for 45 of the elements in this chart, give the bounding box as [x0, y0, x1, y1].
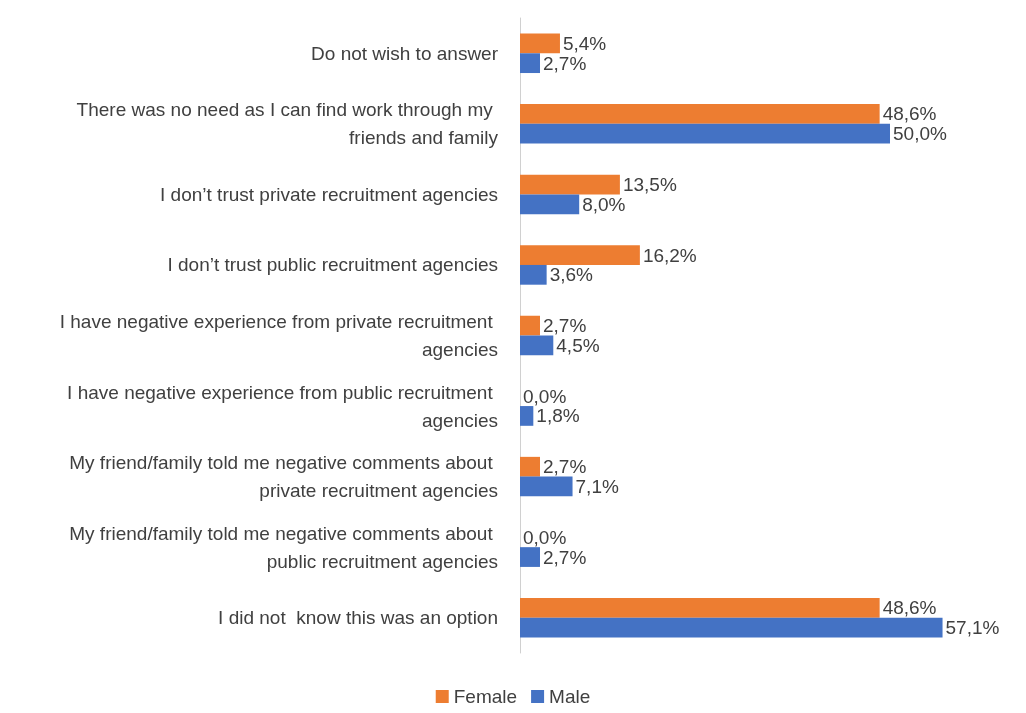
- bar: [520, 315, 540, 336]
- bar: [520, 53, 540, 74]
- y-tick-label: I have negative experience from public recruitment agencies: [67, 381, 498, 431]
- bar: [520, 194, 580, 215]
- data-label: 7,1%: [575, 475, 619, 497]
- data-label: 0,0%: [523, 385, 567, 407]
- bar: [520, 33, 560, 54]
- legend-label: Female: [453, 686, 518, 707]
- data-label: 48,6%: [882, 103, 937, 125]
- data-label: 3,6%: [549, 264, 594, 286]
- y-tick-label: I don’t trust public recruitment agencies: [167, 254, 498, 276]
- y-tick-label: My friend/family told me negative comments about private recruitment agencies: [69, 452, 498, 502]
- y-tick-label: Do not wish to answer: [311, 42, 499, 64]
- data-label: 16,2%: [642, 244, 697, 266]
- data-label: 0,0%: [523, 526, 567, 548]
- bar: [520, 335, 554, 356]
- data-label: 8,0%: [582, 193, 626, 215]
- bar: [520, 476, 573, 497]
- bar: [520, 547, 540, 567]
- y-tick-label: I did not know this was an option: [218, 607, 498, 629]
- bar: [520, 123, 890, 144]
- data-label: 48,6%: [882, 597, 937, 619]
- data-label: 4,5%: [556, 334, 600, 356]
- bar: [520, 245, 640, 265]
- bar: [520, 174, 620, 195]
- data-label: 2,7%: [542, 456, 587, 478]
- data-label: 50,0%: [893, 123, 947, 145]
- bar: [520, 104, 880, 124]
- data-label: 5,4%: [562, 32, 607, 54]
- bar: [520, 617, 943, 638]
- data-label: 1,8%: [536, 405, 580, 427]
- bar: [520, 597, 880, 618]
- data-label: 2,7%: [542, 52, 587, 74]
- y-tick-label: I have negative experience from private recruitment agencies: [59, 311, 498, 360]
- y-tick-label: There was no need as I can find work through my friends and family: [76, 99, 499, 149]
- y-tick-label: I don’t trust private recruitment agencies: [160, 183, 498, 205]
- bar: [520, 456, 540, 477]
- data-label: 2,7%: [542, 546, 587, 568]
- y-tick-label: My friend/family told me negative comments about public recruitment agencies: [69, 522, 498, 572]
- bar: [520, 406, 534, 426]
- bar: [520, 264, 547, 285]
- data-label: 13,5%: [622, 174, 677, 196]
- data-label: 2,7%: [542, 315, 587, 337]
- legend-label: Male: [549, 686, 591, 707]
- data-label: 57,1%: [945, 617, 1000, 639]
